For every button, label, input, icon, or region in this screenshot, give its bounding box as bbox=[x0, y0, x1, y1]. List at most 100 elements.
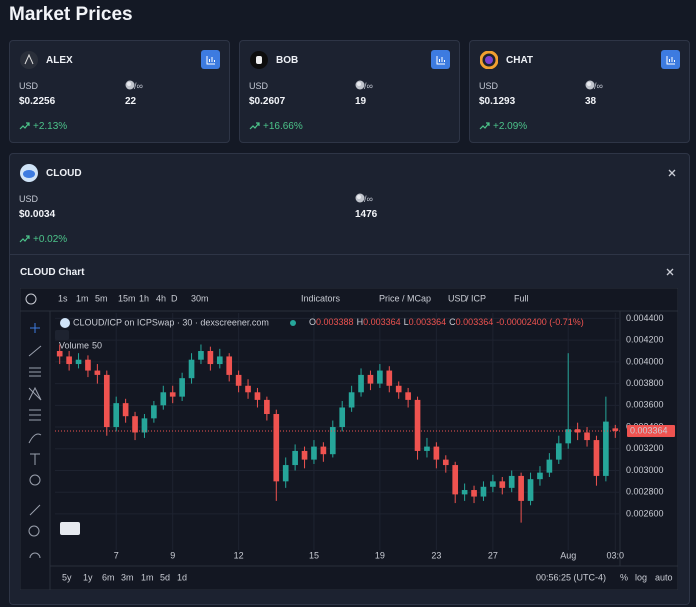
candle-body bbox=[132, 416, 138, 433]
candle-body bbox=[490, 481, 496, 487]
range-button[interactable]: 3m bbox=[121, 572, 134, 582]
candle-body bbox=[414, 399, 421, 451]
candle-body bbox=[113, 403, 120, 428]
candle-body bbox=[603, 421, 609, 476]
add-symbol-icon[interactable] bbox=[25, 293, 37, 305]
token-logo bbox=[250, 51, 268, 69]
token-logo bbox=[20, 164, 38, 182]
drawing-tools bbox=[28, 323, 42, 559]
chart-widget: 0.0026000.0028000.0030000.0032000.003400… bbox=[20, 288, 678, 590]
toolbar-button[interactable]: / MCap bbox=[402, 293, 431, 303]
holders: 38 bbox=[585, 96, 597, 107]
chart-icon bbox=[436, 56, 445, 65]
volume-label: Volume bbox=[59, 340, 89, 350]
volume-value: 50 bbox=[92, 340, 102, 350]
candle-body bbox=[66, 356, 72, 365]
candle-body bbox=[245, 385, 251, 393]
range-button[interactable]: 1m bbox=[141, 572, 154, 582]
interval-button[interactable]: 1h bbox=[139, 293, 149, 303]
currency-label: USD bbox=[479, 81, 499, 91]
x-tick-label: 12 bbox=[234, 550, 244, 560]
toolbar-button[interactable]: Full bbox=[514, 293, 529, 303]
candle-body bbox=[527, 479, 534, 501]
candle-body bbox=[311, 446, 317, 460]
candle-body bbox=[320, 446, 327, 455]
toolbar-button[interactable]: Indicators bbox=[301, 293, 341, 303]
candle-body bbox=[546, 459, 553, 473]
clock: 00:56:25 (UTC-4) bbox=[536, 572, 606, 582]
supply-icon bbox=[585, 80, 595, 90]
range-button[interactable]: 5d bbox=[160, 572, 170, 582]
candle-body bbox=[499, 481, 506, 488]
price: $0.0034 bbox=[19, 209, 56, 220]
chart-button[interactable] bbox=[201, 50, 220, 69]
y-tick-label: 0.004400 bbox=[626, 313, 664, 323]
tv-logo bbox=[60, 522, 80, 535]
ohlc-letter: L bbox=[404, 317, 409, 327]
trend-icon bbox=[19, 122, 30, 130]
last-price-box bbox=[627, 424, 675, 437]
toolbar-button[interactable]: Price bbox=[379, 293, 400, 303]
interval-button[interactable]: D bbox=[171, 293, 178, 303]
range-button[interactable]: 1d bbox=[177, 572, 187, 582]
candle-body bbox=[386, 370, 393, 386]
x-tick-label: 23 bbox=[431, 550, 441, 560]
interval-button[interactable]: 5m bbox=[95, 293, 108, 303]
x-tick-label: 27 bbox=[488, 550, 498, 560]
candle-body bbox=[235, 374, 242, 386]
candle-body bbox=[264, 399, 270, 415]
x-tick-label: 15 bbox=[309, 550, 319, 560]
x-tick-label: Aug bbox=[560, 550, 576, 560]
ohlc-value: 0.003364 bbox=[409, 317, 447, 327]
supply-icon bbox=[355, 80, 365, 90]
close-card-button[interactable] bbox=[667, 168, 677, 178]
interval-button[interactable]: 30m bbox=[191, 293, 209, 303]
toolbar-button[interactable]: USD bbox=[448, 293, 468, 303]
candle-body bbox=[188, 359, 195, 379]
holders: 22 bbox=[125, 96, 137, 107]
candle-body bbox=[593, 440, 600, 476]
candle-body bbox=[452, 465, 459, 495]
candle-body bbox=[103, 374, 110, 428]
candle-body bbox=[358, 374, 364, 393]
y-tick-label: 0.004200 bbox=[626, 335, 664, 345]
candle-body bbox=[254, 392, 261, 400]
range-button[interactable]: 5y bbox=[62, 572, 72, 582]
price: $0.1293 bbox=[479, 96, 516, 107]
interval-button[interactable]: 1m bbox=[76, 293, 89, 303]
close-chart-button[interactable] bbox=[665, 267, 675, 277]
chart-button[interactable] bbox=[431, 50, 450, 69]
trend-icon bbox=[19, 235, 30, 243]
ohlc-legend: O0.003388 H0.003364 L0.003364 C0.003364 -0.0… bbox=[309, 317, 584, 327]
toolbar-button[interactable]: / ICP bbox=[466, 293, 486, 303]
page-title: Market Prices bbox=[9, 4, 133, 25]
auto-toggle: auto bbox=[655, 572, 673, 582]
y-tick-label: 0.004000 bbox=[626, 356, 664, 366]
chart-button[interactable] bbox=[661, 50, 680, 69]
candle-body bbox=[348, 392, 355, 408]
candle-body bbox=[461, 490, 468, 495]
ohlc-letter: H bbox=[357, 317, 364, 327]
change: +2.13% bbox=[33, 121, 68, 132]
candle-body bbox=[292, 450, 298, 466]
token-logo bbox=[480, 51, 498, 69]
change: +0.02% bbox=[33, 234, 68, 245]
interval-button[interactable]: 4h bbox=[156, 293, 166, 303]
candle-body bbox=[160, 392, 167, 406]
candle-body bbox=[367, 374, 374, 384]
y-tick-label: 0.003600 bbox=[626, 400, 664, 410]
live-dot bbox=[290, 320, 296, 326]
range-button[interactable]: 6m bbox=[102, 572, 115, 582]
ohlc-letter: C bbox=[449, 317, 456, 327]
y-tick-label: 0.003000 bbox=[626, 465, 664, 475]
interval-button[interactable]: 15m bbox=[118, 293, 136, 303]
last-price-label: 0.003364 bbox=[630, 425, 668, 435]
interval-button[interactable]: 1s bbox=[58, 293, 68, 303]
candle-body bbox=[94, 370, 101, 375]
price: $0.2256 bbox=[19, 96, 56, 107]
range-button[interactable]: 1y bbox=[83, 572, 93, 582]
log-toggle: log bbox=[635, 572, 647, 582]
y-tick-label: 0.003800 bbox=[626, 378, 664, 388]
candle-body bbox=[226, 356, 233, 375]
